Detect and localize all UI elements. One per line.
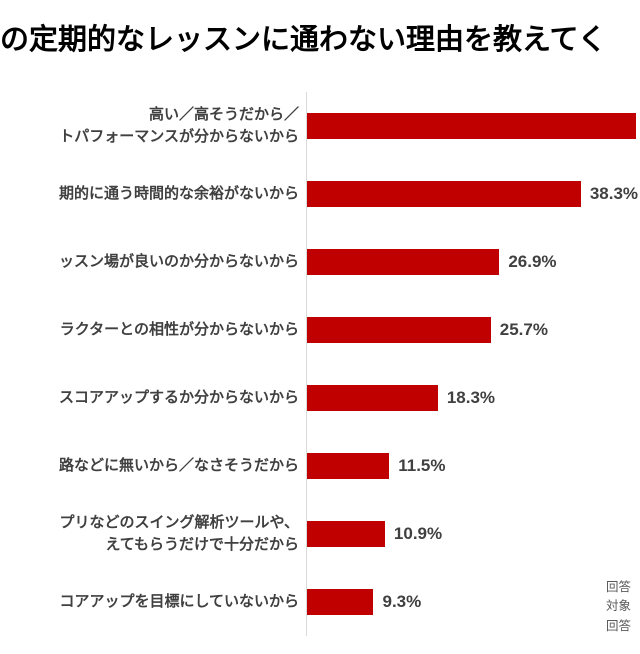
category-label-line: ッスン場が良いのか分からないから [58, 252, 299, 270]
value-label: 11.5% [398, 456, 446, 475]
category-label: プリなどのスイング解析ツールや、えてもらうだけで十分だから [0, 512, 306, 557]
category-label-line: 期的に通う時間的な余裕がないから [58, 184, 299, 202]
category-label: ッスン場が良いのか分からないから [0, 251, 306, 274]
bar [307, 521, 385, 547]
chart-row: ッスン場が良いのか分からないから 26.9% [0, 228, 640, 296]
bar-track: 9.3% [306, 568, 640, 636]
category-label: 高い／高そうだから／ トパフォーマンスが分からないから [0, 104, 306, 149]
value-label: 18.3% [446, 388, 496, 407]
bar [307, 589, 374, 615]
bar [307, 385, 438, 411]
survey-note: 回答 対象 回答 [606, 578, 631, 636]
category-label-line: えてもらうだけで十分だから [105, 536, 299, 553]
chart-row: スコアアップするか分からないから 18.3% [0, 364, 640, 432]
category-label-line: 路などに無いから／なさそうだから [58, 456, 299, 474]
bar-track: 11.5% [306, 432, 640, 500]
category-label: スコアアップするか分からないから [0, 387, 306, 410]
bar [307, 453, 390, 479]
category-label: 期的に通う時間的な余裕がないから [0, 183, 306, 206]
bar [307, 249, 500, 275]
value-label: 25.7% [499, 320, 548, 339]
value-label: 10.9% [393, 524, 443, 543]
chart-row: 高い／高そうだから／ トパフォーマンスが分からないから [0, 92, 640, 160]
bar-track: 10.9% [306, 500, 640, 568]
bar [307, 181, 581, 207]
survey-note-line-2: 対象 [606, 599, 632, 614]
category-label: コアアップを目標にしていないから [0, 591, 306, 614]
bar-chart: 高い／高そうだから／ トパフォーマンスが分からないから 期的に通う時間的な余裕がない… [0, 92, 640, 636]
bar-track: 25.7% [306, 296, 640, 364]
bar [307, 113, 636, 139]
category-label-line: コアアップを目標にしていないから [59, 592, 299, 610]
value-label: 9.3% [382, 592, 422, 611]
chart-row: コアアップを目標にしていないから 9.3% [0, 568, 640, 636]
bar-track [306, 92, 640, 160]
survey-note-line-3: 回答 [606, 618, 632, 633]
category-label-line: 高い／高そうだから／ [148, 105, 299, 123]
value-label: 38.3% [589, 184, 639, 203]
bar [307, 317, 491, 343]
category-label-line: トパフォーマンスが分からないから [59, 128, 299, 145]
category-label: ラクターとの相性が分からないから [0, 319, 306, 342]
chart-row: プリなどのスイング解析ツールや、えてもらうだけで十分だから 10.9% [0, 500, 640, 568]
category-label-line: プリなどのスイング解析ツールや、 [59, 513, 299, 531]
bar-track: 18.3% [306, 364, 640, 432]
category-label-line: スコアアップするか分からないから [58, 388, 299, 406]
category-label: 路などに無いから／なさそうだから [0, 455, 306, 478]
bar-track: 38.3% [306, 160, 640, 228]
value-label: 26.9% [508, 252, 557, 271]
chart-row: 路などに無いから／なさそうだから 11.5% [0, 432, 640, 500]
category-label-line: ラクターとの相性が分からないから [59, 320, 299, 338]
chart-row: 期的に通う時間的な余裕がないから 38.3% [0, 160, 640, 228]
chart-title: の定期的なレッスンに通わない理由を教えてく [0, 24, 607, 56]
bar-track: 26.9% [306, 228, 640, 296]
chart-rows: 高い／高そうだから／ トパフォーマンスが分からないから 期的に通う時間的な余裕がない… [0, 92, 640, 636]
survey-note-line-1: 回答 [606, 580, 632, 594]
chart-row: ラクターとの相性が分からないから 25.7% [0, 296, 640, 364]
